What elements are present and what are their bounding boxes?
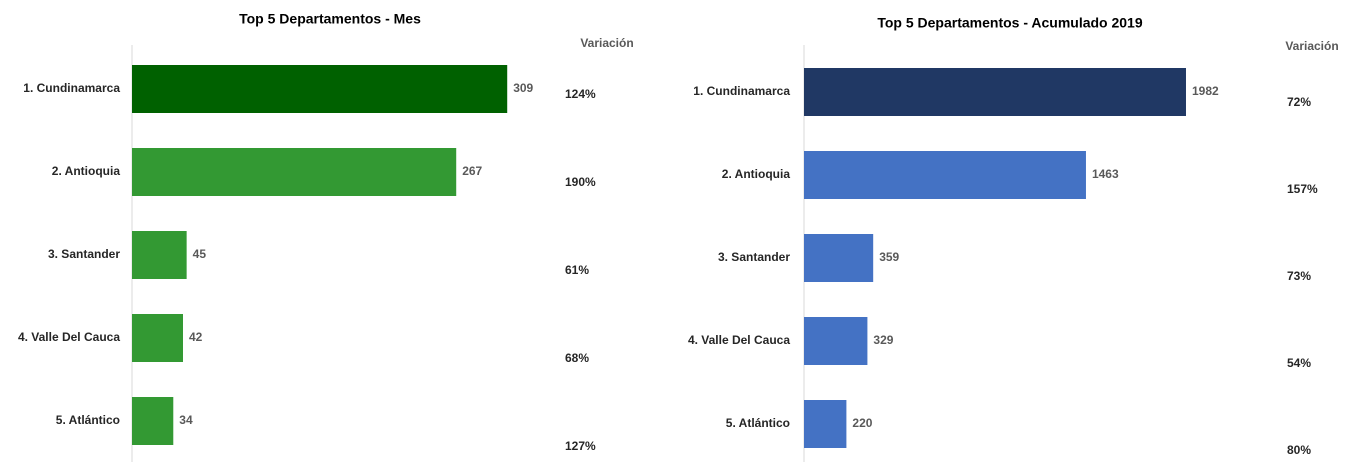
value-label: 359 (879, 250, 899, 264)
bar (804, 68, 1186, 116)
category-label: 2. Antioquia (722, 167, 791, 181)
bar (132, 148, 457, 196)
variation-value: 72% (1287, 95, 1311, 109)
variation-value: 68% (565, 351, 589, 365)
category-label: 4. Valle Del Cauca (688, 333, 790, 347)
variation-value: 54% (1287, 356, 1311, 370)
value-label: 220 (852, 416, 872, 430)
bar (804, 234, 874, 282)
value-label: 1463 (1092, 167, 1119, 181)
bar (804, 400, 847, 448)
variation-value: 73% (1287, 269, 1311, 283)
category-label: 3. Santander (718, 250, 790, 264)
value-label: 329 (873, 333, 893, 347)
bar (132, 231, 187, 279)
category-label: 5. Atlántico (726, 416, 790, 430)
category-label: 2. Antioquia (52, 164, 121, 178)
bar (804, 151, 1086, 199)
variation-value: 61% (565, 263, 589, 277)
value-label: 45 (193, 247, 207, 261)
value-label: 267 (462, 164, 482, 178)
bar (132, 314, 183, 362)
category-label: 1. Cundinamarca (693, 84, 790, 98)
variation-value: 127% (565, 439, 596, 453)
variation-value: 80% (1287, 443, 1311, 457)
chart-title: Top 5 Departamentos - Acumulado 2019 (877, 15, 1142, 31)
value-label: 1982 (1192, 84, 1219, 98)
category-label: 5. Atlántico (56, 413, 120, 427)
bar (132, 397, 174, 445)
category-label: 3. Santander (48, 247, 120, 261)
variation-value: 157% (1287, 182, 1318, 196)
variation-value: 124% (565, 87, 596, 101)
value-label: 34 (179, 413, 193, 427)
variation-header: Variación (1285, 39, 1338, 53)
chart-title: Top 5 Departamentos - Mes (239, 11, 421, 27)
category-label: 4. Valle Del Cauca (18, 330, 120, 344)
variation-header: Variación (580, 36, 633, 50)
value-label: 42 (189, 330, 203, 344)
variation-value: 190% (565, 175, 596, 189)
value-label: 309 (513, 81, 533, 95)
bar (804, 317, 868, 365)
category-label: 1. Cundinamarca (23, 81, 120, 95)
bar (132, 65, 508, 113)
